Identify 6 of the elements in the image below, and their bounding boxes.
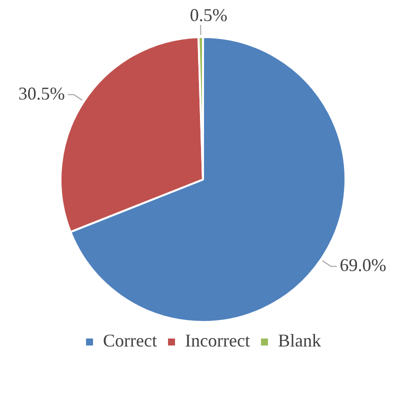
legend-label: Correct [103, 330, 158, 351]
data-label: 0.5% [190, 4, 228, 25]
legend-label: Incorrect [185, 330, 250, 351]
data-label: 30.5% [18, 83, 65, 104]
data-label: 69.0% [340, 255, 386, 276]
legend-label: Blank [278, 330, 321, 351]
